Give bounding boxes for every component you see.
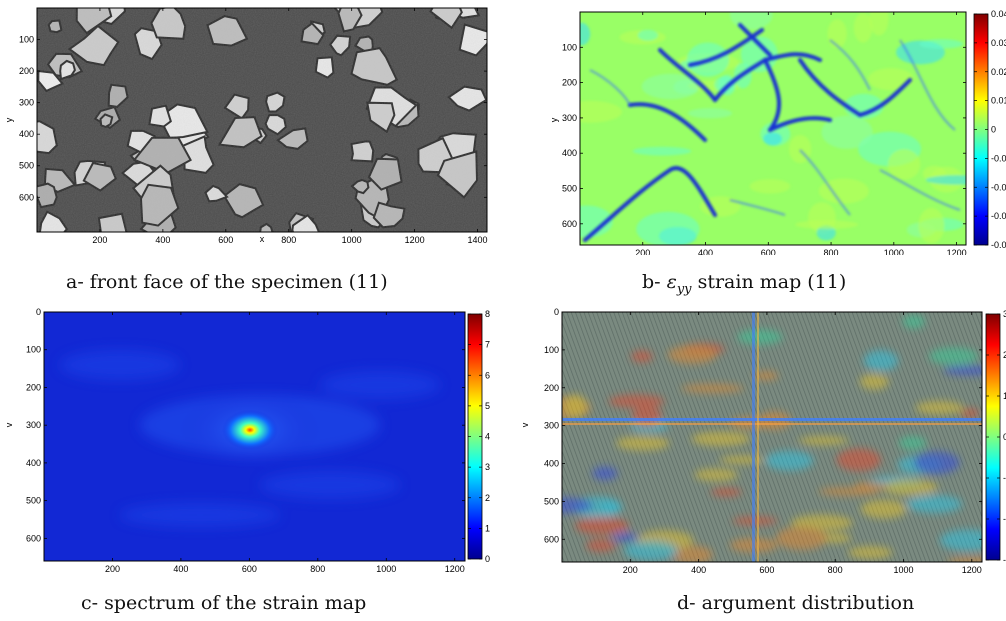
- panel-b-colorbar-tick: -0.02: [991, 182, 1006, 192]
- panel-d-colorbar-tick: 1: [1003, 391, 1006, 401]
- panel-d-ytick-label: 400: [544, 459, 559, 469]
- panel-b-strain-map: 200 400 600 800 1000 1200 100 200 300 400 500 600 0.…: [549, 9, 1006, 255]
- panel-c-ytick-label: 300: [26, 420, 41, 430]
- panel-b-ytick-label: 200: [562, 78, 577, 88]
- panel-b-xtick-label: 200: [635, 248, 650, 255]
- panel-c-xtick-label: 1000: [376, 564, 396, 574]
- panel-a-xtick-label: 800: [281, 235, 296, 245]
- caption-a: a- front face of the specimen (11): [66, 271, 388, 293]
- caption-b-symbol: ε: [666, 271, 677, 293]
- panel-b-xtick-label: 1200: [947, 248, 967, 255]
- panel-b-ytick-label: 300: [562, 113, 577, 123]
- panel-d-ytick-label: 0: [554, 307, 559, 317]
- panel-a-xtick-label: 400: [155, 235, 170, 245]
- panel-c-xtick-label: 800: [310, 564, 325, 574]
- panel-b-xtick-label: 800: [824, 248, 839, 255]
- panel-b-ytick-label: 400: [562, 148, 577, 158]
- panel-c-ytick-label: 100: [26, 345, 41, 355]
- panel-d-ytick-label: 600: [544, 534, 559, 544]
- caption-b-suffix: strain map (11): [691, 271, 847, 293]
- panel-d-colorbar-tick: -3: [1003, 555, 1006, 565]
- panel-a-xtick-label: 600: [218, 235, 233, 245]
- panel-a-ytick-label: 300: [19, 98, 34, 108]
- panel-d-ytick-label: 500: [544, 496, 559, 506]
- panel-c-colorbar-tick: 7: [485, 340, 490, 350]
- panel-a-ytick-label: 200: [19, 66, 34, 76]
- panel-d-ytick-label: 300: [544, 421, 559, 431]
- panel-c-xtick-label: 600: [242, 564, 257, 574]
- panel-c-colorbar-tick: 6: [485, 370, 490, 380]
- panel-c-colorbar-tick: 0: [485, 554, 490, 564]
- panel-c-ytick-label: 200: [26, 382, 41, 392]
- panel-c-ytick-label: 600: [26, 533, 41, 543]
- panel-b-xtick-label: 400: [698, 248, 713, 255]
- panel-c-colorbar-tick: 4: [485, 432, 490, 442]
- panel-a-xtick-label: 1400: [468, 235, 488, 245]
- panel-a-xtick-label: 200: [92, 235, 107, 245]
- panel-d-colorbar-tick: 3: [1003, 309, 1006, 319]
- panel-d-colorbar-tick: -1: [1003, 473, 1006, 483]
- panel-d-xtick-label: 800: [828, 565, 843, 575]
- panel-a-ytick-label: 100: [19, 35, 34, 45]
- panel-a-ytick-label: 500: [19, 161, 34, 171]
- panel-b-ytick-label: 600: [562, 219, 577, 229]
- panel-a-xtick-label: 1000: [342, 235, 362, 245]
- panel-b-colorbar-tick: -0.04: [991, 240, 1006, 250]
- panel-c-ytick-label: 0: [36, 307, 41, 317]
- panel-c-xtick-label: 1200: [445, 564, 465, 574]
- panel-d-xtick-label: 600: [759, 565, 774, 575]
- panel-d-xtick-label: 200: [623, 565, 638, 575]
- panel-b-colorbar-tick: 0.04: [991, 9, 1006, 19]
- panel-a-ytick-label: 600: [19, 192, 34, 202]
- panel-d-colorbar-tick: -2: [1003, 514, 1006, 524]
- panel-a-xtick-label: 1200: [405, 235, 425, 245]
- panel-c-colorbar-tick: 8: [485, 309, 490, 319]
- panel-c-colorbar-tick: 2: [485, 493, 490, 503]
- panel-d-xtick-label: 400: [691, 565, 706, 575]
- caption-b: b- εyy strain map (11): [642, 271, 846, 297]
- panel-b-ylabel: y: [549, 117, 559, 122]
- panel-a-specimen-photo: 200 400 600 800 1000 1200 1400 100 200 300 400 500 6…: [4, 7, 488, 245]
- panel-c-spectrum: 200 400 600 800 1000 1200 0 100 200 300 400 500 600 8…: [4, 307, 490, 574]
- panel-b-xtick-label: 1000: [884, 248, 904, 255]
- panel-d-argument: 200 400 600 800 1000 1200 0 100 200 300 400 500 600 3…: [520, 307, 1006, 575]
- panel-b-xtick-label: 600: [761, 248, 776, 255]
- panel-b-colorbar-tick: 0.02: [991, 67, 1006, 77]
- panel-b-ytick-label: 500: [562, 184, 577, 194]
- panel-a-ylabel: y: [4, 117, 14, 122]
- panel-c-colorbar-tick: 3: [485, 462, 490, 472]
- caption-b-subscript: yy: [676, 281, 692, 297]
- panel-d-colorbar-tick: 2: [1003, 350, 1006, 360]
- panel-d-ytick-label: 200: [544, 383, 559, 393]
- panel-b-colorbar-tick: 0: [991, 125, 996, 135]
- panel-c-xtick-label: 400: [173, 564, 188, 574]
- panel-b-colorbar-tick: 0.01: [991, 96, 1006, 106]
- panel-c-xtick-label: 200: [105, 564, 120, 574]
- panel-d-colorbar-tick: 0: [1003, 432, 1006, 442]
- panel-b-colorbar-tick: -0.01: [991, 153, 1006, 163]
- panel-b-ytick-label: 100: [562, 42, 577, 52]
- panel-c-ytick-label: 400: [26, 458, 41, 468]
- caption-d: d- argument distribution: [677, 592, 915, 614]
- caption-c: c- spectrum of the strain map: [81, 592, 367, 614]
- panel-a-ytick-label: 400: [19, 129, 34, 139]
- panel-c-colorbar-tick: 1: [485, 523, 490, 533]
- panel-c-ylabel: v: [4, 422, 14, 427]
- caption-b-prefix: b-: [642, 271, 667, 293]
- panel-b-colorbar-tick: 0.03: [991, 38, 1006, 48]
- panel-c-ytick-label: 500: [26, 496, 41, 506]
- panel-d-xtick-label: 1000: [893, 565, 913, 575]
- panel-a-xlabel: x: [260, 234, 265, 244]
- panel-c-colorbar-tick: 5: [485, 401, 490, 411]
- panel-d-ylabel: v: [520, 422, 530, 427]
- panel-d-xtick-label: 1200: [962, 565, 982, 575]
- panel-b-colorbar-tick: -0.03: [991, 211, 1006, 221]
- panel-d-ytick-label: 100: [544, 345, 559, 355]
